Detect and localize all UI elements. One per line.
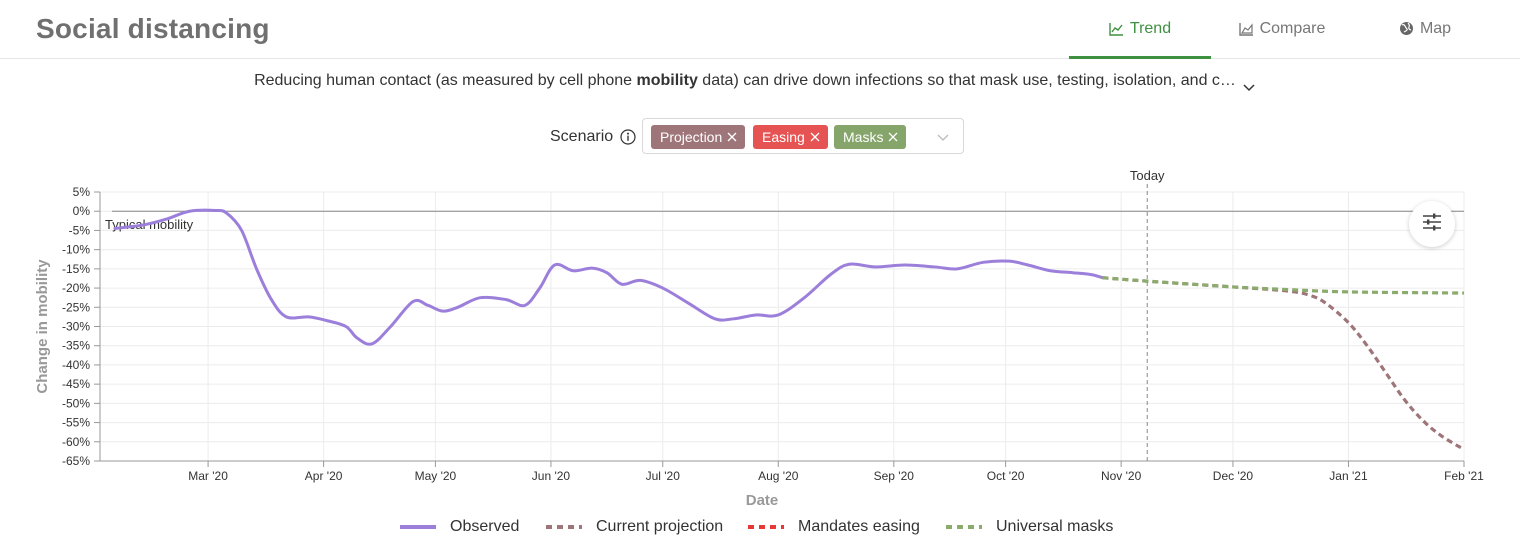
description-text-start: Reducing human contact (as measured by c… [254,72,637,89]
tab-compare[interactable]: Compare [1221,0,1343,57]
x-tick-label: May '20 [415,469,457,483]
x-tick-label: Aug '20 [758,469,799,483]
legend-swatch-easing [748,525,784,529]
legend-label-masks: Universal masks [996,518,1114,535]
y-tick-label: 0% [73,204,91,218]
y-tick-label: 5% [73,185,91,199]
legend-label-projection: Current projection [596,518,724,535]
chart-settings-button[interactable] [1409,201,1455,247]
chip-projection-label: Projection [660,129,723,145]
y-tick-label: -20% [62,281,90,295]
legend-current-projection[interactable]: Current projection [546,518,723,536]
tab-compare-label: Compare [1259,19,1326,37]
tab-trend-label: Trend [1129,19,1172,37]
x-tick-label: Jul '20 [646,469,681,483]
y-tick-label: -55% [62,416,90,430]
description-text-bold: mobility [636,72,698,89]
x-tick-label: Dec '20 [1213,469,1254,483]
remove-masks-close-icon[interactable] [888,132,898,142]
remove-projection-close-icon[interactable] [727,132,737,142]
x-tick-label: Sep '20 [874,469,915,483]
tab-trend[interactable]: Trend [1069,0,1211,59]
scenario-label: Scenario [550,128,636,146]
select-chevron-down-icon[interactable] [937,130,949,148]
info-icon[interactable] [620,129,636,145]
legend-swatch-observed [400,525,436,529]
chip-masks-label: Masks [843,129,884,145]
legend-universal-masks[interactable]: Universal masks [946,518,1113,536]
tab-map-label: Map [1419,19,1452,37]
chip-projection: Projection [651,125,746,149]
legend-label-observed: Observed [450,518,520,535]
description-text-end: data) can drive down infections so that … [697,72,1236,89]
legend-swatch-projection [546,525,582,529]
x-tick-label: Apr '20 [305,469,343,483]
x-tick-label: Nov '20 [1101,469,1142,483]
line-chart-icon [1109,22,1124,36]
x-tick-label: Mar '20 [188,469,228,483]
y-tick-label: -65% [62,454,90,468]
y-tick-label: -25% [62,300,90,314]
x-tick-label: Jun '20 [532,469,571,483]
y-tick-label: -45% [62,377,90,391]
remove-easing-close-icon[interactable] [810,132,820,142]
series-observed [113,208,1104,346]
expand-description-chevron-down-icon[interactable] [1241,80,1257,96]
x-tick-label: Jan '21 [1329,469,1368,483]
globe-icon [1399,21,1414,36]
y-tick-label: -60% [62,435,90,449]
y-tick-label: -40% [62,358,90,372]
chart-legend: Observed Current projection Mandates eas… [0,518,1520,544]
legend-label-easing: Mandates easing [798,518,920,535]
area-chart-icon [1238,22,1254,36]
chip-easing: Easing [753,125,828,149]
x-tick-label: Oct '20 [987,469,1025,483]
sliders-icon [1422,213,1442,236]
y-tick-label: -30% [62,320,90,334]
page-title: Social distancing [36,13,270,44]
y-tick-label: -50% [62,396,90,410]
chip-easing-label: Easing [762,129,805,145]
scenario-select[interactable]: Projection Easing Masks [642,118,964,154]
x-axis-label: Date [746,492,779,509]
tab-map[interactable]: Map [1373,0,1477,57]
series-universal-masks [1102,276,1465,295]
y-tick-label: -35% [62,339,90,353]
y-tick-label: -10% [62,243,90,257]
legend-mandates-easing[interactable]: Mandates easing [748,518,920,536]
y-tick-label: -15% [62,262,90,276]
header: Social distancing Trend Compare Map [0,0,1520,59]
y-axis-label: Change in mobility [34,259,51,394]
x-tick-label: Feb '21 [1444,469,1484,483]
mobility-chart: 5% 0% -5% -10% -15% -20% -25% -30% -35% -40% -45% -… [34,168,1484,509]
y-tick-label: -5% [69,223,91,237]
series-current-projection [1102,276,1465,451]
legend-swatch-masks [946,525,982,529]
chip-masks: Masks [834,125,907,149]
legend-observed[interactable]: Observed [400,518,519,536]
scenario-label-text: Scenario [550,128,614,145]
description: Reducing human contact (as measured by c… [0,72,1490,90]
today-label: Today [1130,168,1165,183]
